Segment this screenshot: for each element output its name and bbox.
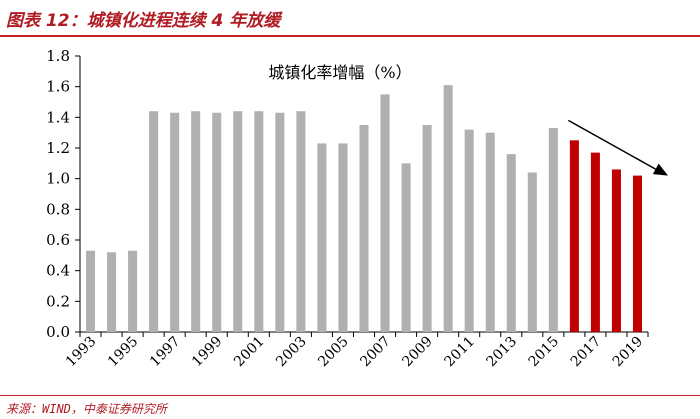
bar-2012: [485, 132, 495, 332]
bar-2006: [359, 125, 369, 332]
y-tick-label: 1.8: [46, 47, 70, 65]
x-tick-label: 2013: [484, 334, 521, 371]
bar-1995: [128, 250, 138, 332]
y-tick-label: 0.8: [46, 200, 70, 218]
bar-2014: [527, 172, 537, 332]
x-tick-label: 1997: [147, 334, 184, 371]
figure-title: 图表 12：城镇化进程连续 4 年放缓: [6, 11, 281, 31]
x-tick-label: 2005: [315, 334, 352, 371]
bar-2004: [317, 143, 327, 332]
y-tick-label: 0.0: [46, 323, 70, 341]
chart-footer: 来源：WIND，中泰证券研究所: [0, 395, 700, 419]
bar-1999: [212, 112, 222, 332]
bar-2011: [464, 129, 474, 332]
y-tick-label: 0.2: [46, 292, 70, 310]
y-tick-label: 1.0: [46, 170, 70, 188]
x-tick-label: 2019: [610, 334, 647, 371]
footer-divider: [0, 395, 700, 396]
x-tick-label: 2003: [273, 334, 310, 371]
bar-1997: [170, 112, 180, 332]
x-tick-label: 2015: [526, 334, 563, 371]
bar-1996: [149, 111, 159, 332]
y-tick-label: 0.6: [46, 231, 70, 249]
x-tick-label: 2017: [568, 334, 605, 371]
header-divider: [0, 35, 700, 37]
y-tick-label: 1.6: [46, 78, 70, 96]
bar-2017: [590, 152, 600, 332]
bar-2002: [275, 112, 285, 332]
bar-2001: [254, 111, 264, 332]
chart-area: 城镇化率增幅（%） 0.0 0.2 0.4 0.6 0.8 1.0 1.2 1.4 1.6 1.8 1…: [0, 40, 700, 395]
bar-2009: [422, 125, 432, 332]
bar-2010: [443, 85, 453, 332]
x-tick-label: 2001: [231, 334, 268, 371]
trend-arrow-head: [652, 163, 668, 176]
bar-2018: [611, 169, 621, 332]
bar-chart: 城镇化率增幅（%） 0.0 0.2 0.4 0.6 0.8 1.0 1.2 1.4 1.6 1.8 1…: [46, 47, 668, 371]
x-tick-label: 1995: [105, 334, 142, 371]
bar-2015: [548, 128, 558, 332]
bar-1998: [191, 111, 201, 332]
y-tick-label: 1.2: [46, 139, 70, 157]
y-tick-label: 1.4: [46, 108, 70, 126]
bar-2016: [569, 140, 579, 332]
trend-arrow-line: [568, 119, 661, 173]
source-note: 来源：WIND，中泰证券研究所: [6, 402, 167, 416]
bar-2013: [506, 154, 516, 332]
bar-2005: [338, 143, 348, 332]
chart-header: 图表 12：城镇化进程连续 4 年放缓: [0, 0, 700, 37]
x-tick-label: 2007: [357, 334, 394, 371]
bar-2000: [233, 111, 243, 332]
bar-2019: [632, 175, 643, 332]
x-tick-label: 1999: [189, 334, 226, 371]
bar-2008: [401, 163, 411, 332]
bar-1994: [107, 252, 117, 332]
x-tick-label: 2011: [441, 334, 478, 371]
y-tick-label: 0.4: [46, 262, 70, 280]
bar-2007: [380, 94, 390, 332]
x-tick-label: 2009: [399, 334, 436, 371]
bar-2003: [296, 111, 306, 332]
chart-title: 城镇化率增幅（%）: [268, 63, 411, 82]
bar-1993: [85, 250, 96, 332]
